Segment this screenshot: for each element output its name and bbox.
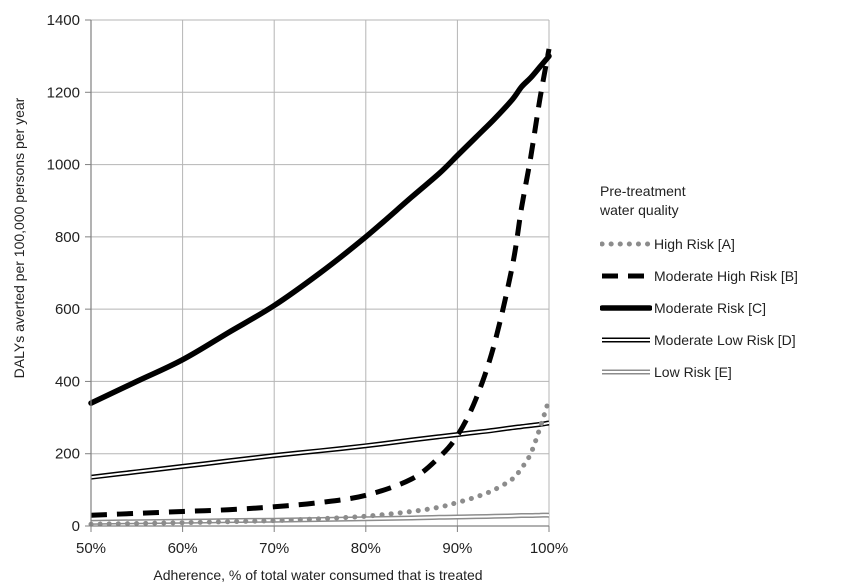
legend-title: Pre-treatment water quality: [600, 182, 840, 220]
y-tick-label: 1200: [47, 84, 80, 101]
legend-item-moderate-low-risk-d: Moderate Low Risk [D]: [600, 324, 840, 356]
legend-title-line-1: Pre-treatment: [600, 183, 686, 199]
legend-label: High Risk [A]: [654, 236, 735, 252]
x-tick-label: 70%: [259, 540, 289, 557]
y-tick-label: 400: [55, 373, 80, 390]
legend: Pre-treatment water quality High Risk [A…: [600, 182, 840, 388]
legend-item-low-risk-e: Low Risk [E]: [600, 356, 840, 388]
y-axis-title: DALYs averted per 100,000 persons per ye…: [11, 97, 27, 378]
legend-item-high-risk-a: High Risk [A]: [600, 228, 840, 260]
y-tick-label: 1000: [47, 157, 80, 174]
legend-swatch-moderate-low-risk-d: [602, 337, 650, 343]
legend-label: Moderate High Risk [B]: [654, 268, 798, 284]
x-tick-label: 50%: [76, 540, 106, 557]
series-line-moderate-low-risk-d-inner: [90, 422, 550, 479]
y-tick-label: 1400: [47, 12, 80, 29]
y-tick-label: 0: [72, 518, 80, 535]
series-line-moderate-high-risk-b: [90, 48, 552, 518]
y-tick-label: 800: [55, 229, 80, 246]
x-tick-label: 80%: [351, 540, 381, 557]
x-tick-labels: 50% 60% 70% 80% 90% 100%: [76, 540, 568, 557]
legend-swatch-moderate-risk-c: [600, 305, 652, 311]
series-line-low-risk-e-inner: [90, 514, 550, 524]
x-axis-title: Adherence, % of total water consumed tha…: [153, 567, 482, 583]
legend-label: Low Risk [E]: [654, 364, 732, 380]
series-line-high-risk-a: [88, 397, 552, 527]
y-tick-labels: 0 200 400 600 800 1000 1200 1400: [47, 12, 80, 535]
x-tick-label: 100%: [530, 540, 568, 557]
legend-swatch-moderate-high-risk-b: [602, 273, 650, 279]
legend-label: Moderate Risk [C]: [654, 300, 767, 316]
series-lines: [88, 48, 552, 527]
legend-items: High Risk [A] Moderate High Risk [B] Moder…: [600, 228, 840, 388]
axes-frame: [85, 19, 550, 532]
legend-item-moderate-high-risk-b: Moderate High Risk [B]: [600, 260, 840, 292]
y-tick-label: 600: [55, 301, 80, 318]
x-tick-label: 90%: [442, 540, 472, 557]
legend-swatch-low-risk-e: [602, 369, 650, 375]
legend-label: Moderate Low Risk [D]: [654, 332, 796, 348]
series-line-moderate-risk-c: [88, 53, 552, 406]
x-tick-label: 60%: [168, 540, 198, 557]
grid-lines: [90, 19, 550, 527]
y-tick-label: 200: [55, 446, 80, 463]
legend-item-moderate-risk-c: Moderate Risk [C]: [600, 292, 840, 324]
legend-title-line-2: water quality: [600, 202, 679, 218]
legend-swatch-high-risk-a: [600, 241, 652, 247]
